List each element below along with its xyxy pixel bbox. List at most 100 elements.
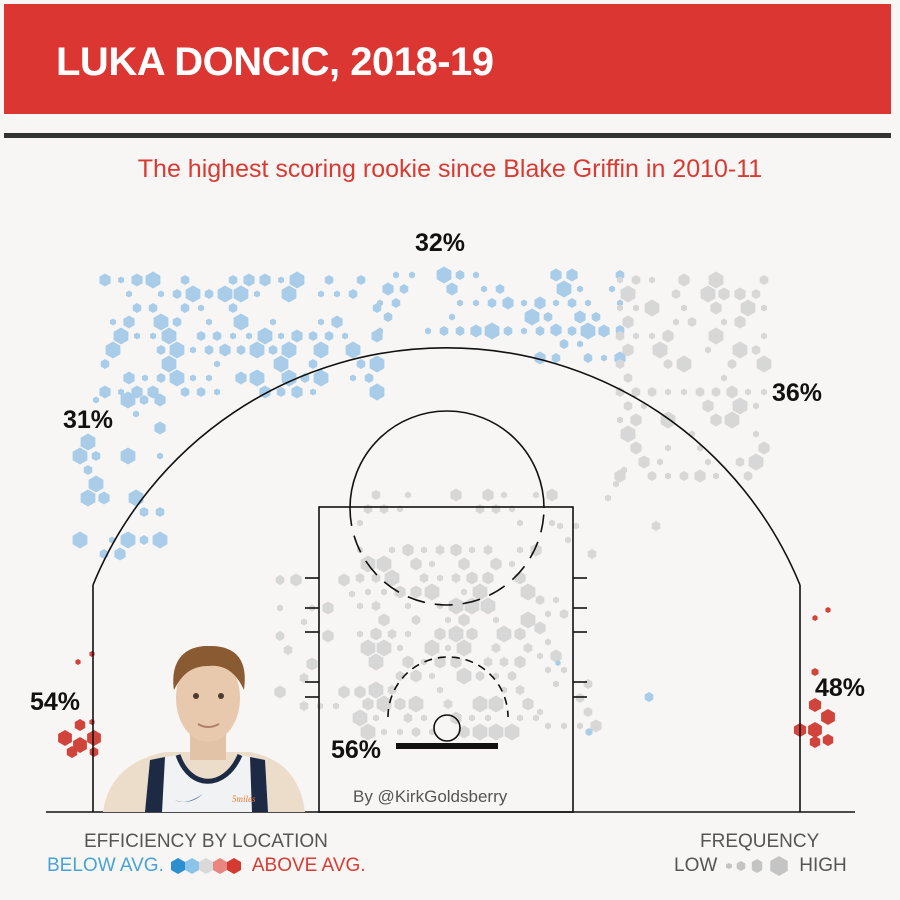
shot-hex — [705, 346, 711, 354]
shot-hex — [93, 396, 99, 404]
shot-hex — [577, 340, 583, 348]
shot-hex — [615, 359, 625, 369]
shot-hex — [450, 543, 462, 557]
shot-hex — [502, 296, 514, 310]
shot-hex — [424, 639, 440, 657]
shot-hex — [687, 317, 697, 327]
shot-hex — [80, 433, 96, 451]
shot-hex — [469, 546, 475, 554]
shot-hex — [545, 610, 551, 618]
shot-hex — [212, 331, 222, 341]
shot-hex — [537, 652, 543, 660]
shot-hex — [617, 416, 623, 424]
shot-hex — [120, 447, 136, 465]
player-photo: 5miles — [103, 645, 305, 812]
shot-hex — [482, 488, 494, 502]
shot-hex — [318, 290, 324, 298]
shot-hex — [206, 318, 212, 326]
shot-hex — [120, 531, 136, 549]
shot-hex — [66, 746, 78, 758]
shot-hex — [718, 287, 730, 301]
shot-hex — [521, 327, 527, 335]
shot-hex — [145, 271, 161, 289]
shot-hex — [644, 692, 654, 702]
shot-hex — [756, 355, 772, 373]
shot-hex — [825, 607, 831, 613]
swatch-hex — [170, 858, 185, 874]
shot-hex — [98, 491, 110, 505]
shot-hex — [275, 575, 285, 585]
shot-hex — [443, 699, 453, 709]
page-title: LUKA DONCIC, 2018-19 — [56, 40, 494, 84]
zone-label-left-corner: 54% — [30, 688, 80, 716]
shot-hex — [758, 441, 770, 455]
shot-hex — [148, 303, 158, 313]
frequency-legend-scale: LOW HIGH — [674, 855, 847, 877]
shot-hex — [681, 388, 687, 396]
shot-hex — [485, 714, 491, 722]
shot-hex — [362, 697, 374, 711]
shot-hex — [514, 655, 526, 669]
shot-hex — [679, 471, 689, 481]
shot-hex — [475, 504, 485, 514]
shot-hex — [651, 521, 661, 531]
shot-hex — [633, 332, 639, 340]
shot-hex — [368, 653, 384, 671]
shot-hex — [429, 560, 435, 568]
shot-hex — [379, 504, 389, 514]
shot-hex — [405, 491, 411, 499]
shot-hex — [517, 546, 523, 554]
shot-hex — [509, 560, 515, 568]
shot-hex — [113, 327, 129, 345]
shot-hex — [425, 327, 431, 335]
shot-hex — [575, 693, 585, 703]
shot-hex — [436, 266, 452, 284]
shot-hex — [493, 672, 499, 680]
shot-hex — [615, 387, 625, 397]
shot-hex — [565, 536, 571, 544]
shot-hex — [278, 332, 284, 340]
shot-hex — [644, 299, 660, 317]
shot-hex — [139, 535, 149, 545]
shot-hex — [555, 660, 561, 666]
shot-hex — [732, 397, 748, 415]
shot-hex — [196, 387, 206, 397]
shot-hex — [276, 387, 286, 397]
shot-hex — [574, 310, 586, 324]
shot-hex — [493, 616, 499, 624]
shot-hex — [759, 275, 769, 285]
shot-hex — [591, 312, 601, 322]
shot-hex — [713, 472, 719, 480]
shot-hex — [550, 649, 562, 663]
shot-hex — [310, 388, 316, 396]
shot-hex — [214, 388, 220, 396]
shot-hex — [243, 273, 255, 287]
shot-hex — [357, 602, 363, 610]
shot-hex — [437, 574, 443, 582]
shot-hex — [710, 413, 722, 427]
shot-hex — [128, 489, 144, 507]
shot-hex — [313, 341, 329, 359]
shot-hex — [369, 355, 385, 373]
shot-hex — [490, 557, 502, 571]
shot-hexagons — [58, 266, 835, 758]
shot-hex — [397, 644, 403, 652]
frequency-swatches — [726, 856, 788, 876]
efficiency-legend-title: EFFICIENCY BY LOCATION — [84, 831, 328, 852]
shot-hex — [732, 341, 748, 359]
shot-hex — [583, 353, 593, 363]
shot-hex — [524, 308, 540, 326]
shot-hex — [590, 719, 602, 733]
shot-hex — [517, 519, 523, 527]
shot-hex — [621, 466, 627, 474]
shot-hex — [99, 385, 111, 399]
shot-hex — [405, 602, 411, 610]
shot-hex — [569, 326, 575, 334]
shot-hex — [397, 728, 403, 736]
shot-hex — [545, 722, 551, 730]
shot-hex — [405, 630, 411, 638]
shot-hex — [630, 413, 642, 427]
shot-hex — [647, 471, 657, 481]
shot-hex — [275, 631, 285, 641]
shot-hex — [534, 296, 546, 310]
